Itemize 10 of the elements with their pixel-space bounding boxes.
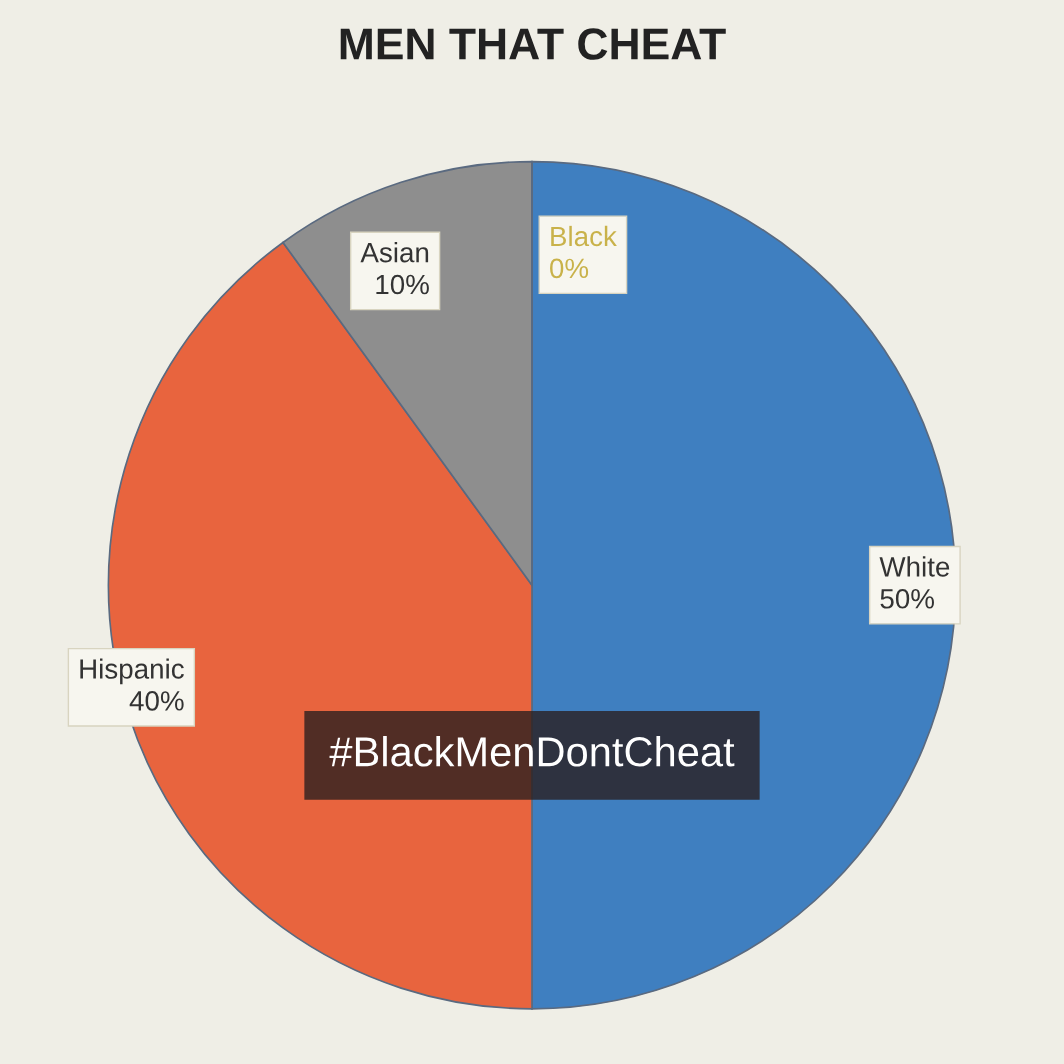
text: 0% (550, 258, 589, 279)
text: #BlackMenDontCheat (329, 736, 735, 767)
data-label: 50% (880, 588, 934, 609)
category-label: Black (551, 225, 617, 247)
slice-label: Hispanic (80, 658, 184, 685)
slice-label: White (879, 556, 950, 577)
chart-title: MEN THAT CHEAT (340, 28, 726, 60)
data-label: 40% (129, 691, 184, 711)
data-label: 10% (376, 274, 429, 295)
slice-label: Asian (360, 242, 429, 263)
